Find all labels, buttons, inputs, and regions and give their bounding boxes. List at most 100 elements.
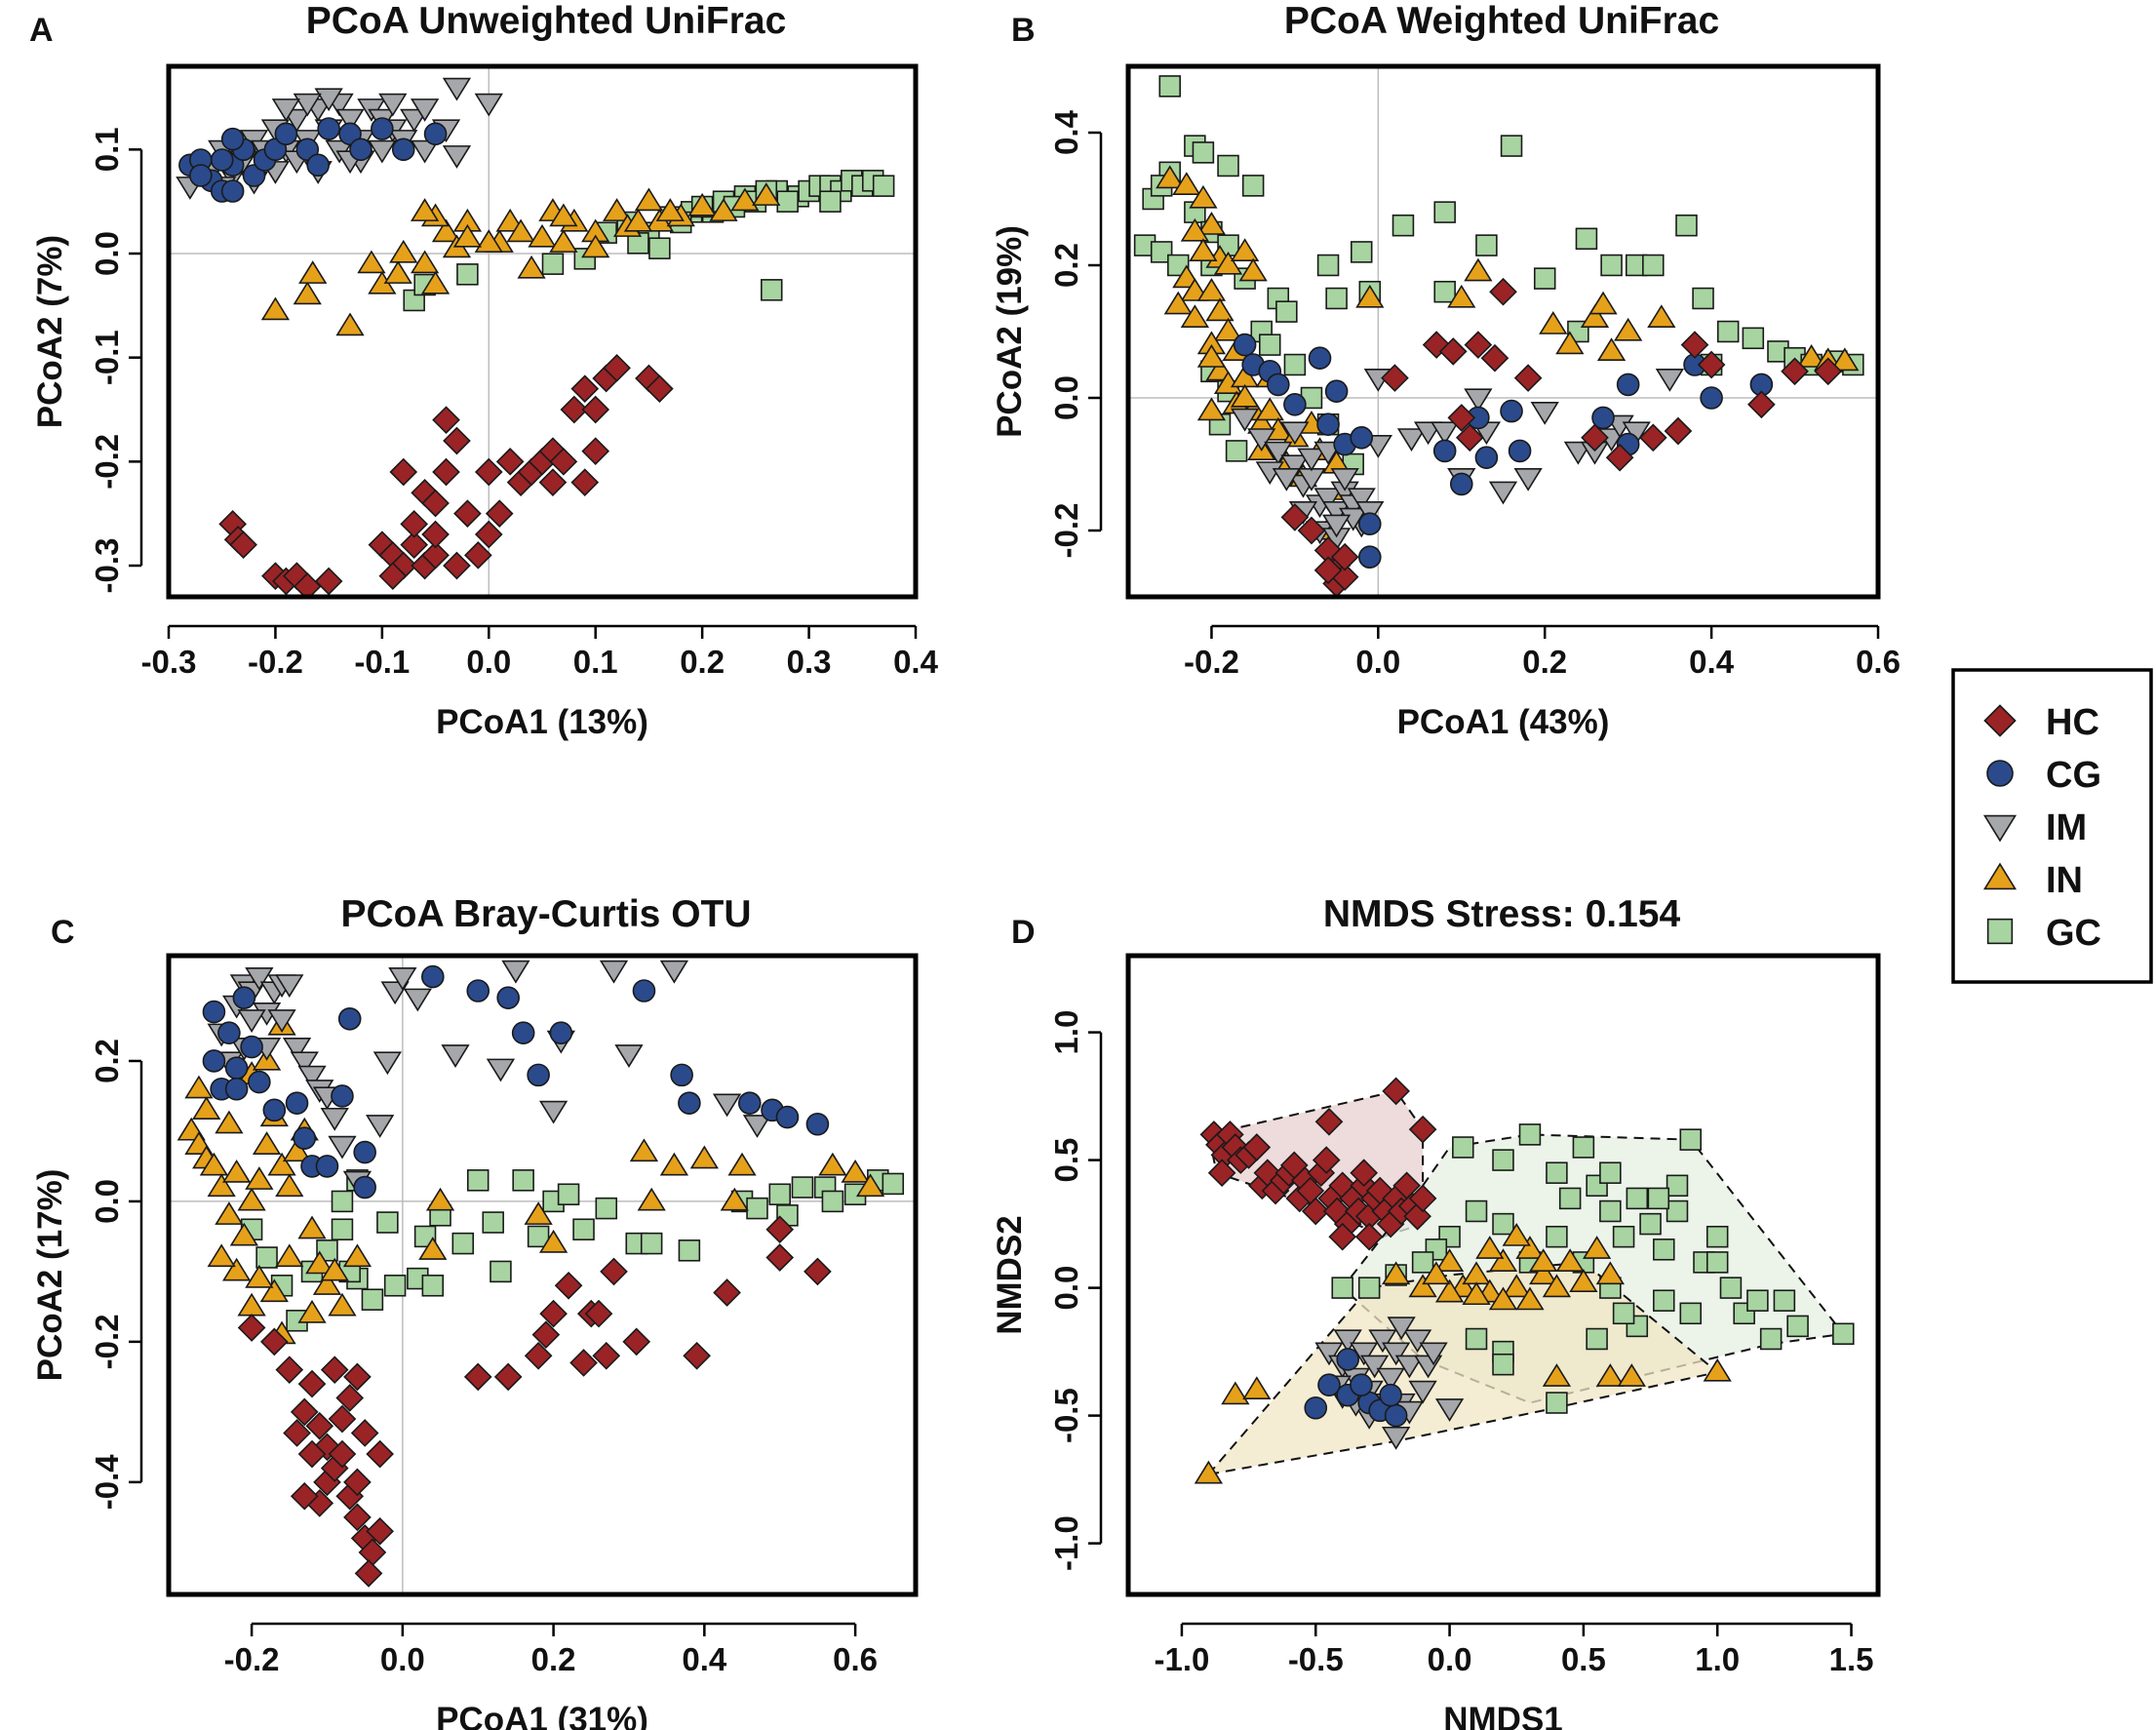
point-in [474,229,503,253]
point-in [538,1229,568,1253]
point-gc [1433,280,1456,303]
point-in [420,270,451,295]
point-cg [232,986,256,1009]
point-in [192,1096,221,1120]
legend-label: IM [2046,807,2087,848]
point-in [1196,278,1227,301]
y-axis-label: PCoA2 (19%) [991,225,1029,438]
point-hc [275,1356,304,1385]
x-tick-label: -0.2 [224,1641,280,1677]
point-hc [305,1411,334,1440]
point-gc [1679,1302,1703,1325]
point-in [222,1257,252,1281]
point-gc [1705,1225,1729,1248]
point-gc [1533,267,1556,290]
point-in [298,260,328,284]
point-hc [354,1559,383,1588]
panel-b: B PCoA Weighted UniFrac -0.2 0.0 0.2 0.4 0.6 PC… [991,0,1901,741]
point-in [517,255,546,279]
legend-item-im: IM [1982,807,2087,848]
square-icon [1986,918,2014,945]
point-im [1402,1329,1432,1354]
point-im [442,145,472,169]
point-in [1830,347,1860,372]
point-gc [819,190,842,213]
x-axis: -0.2 0.0 0.2 0.4 0.6 [1184,624,1901,680]
point-hc [485,499,514,528]
point-gc [527,1225,550,1248]
point-gc [1832,1322,1855,1346]
point-im [1396,428,1427,452]
point-im [1280,421,1310,446]
point-im [1655,368,1685,392]
x-tick-label: -1.0 [1154,1641,1209,1677]
point-in [549,203,578,227]
point-gc [1639,1212,1662,1236]
point-hc [432,457,460,487]
point-in [720,1187,749,1211]
point-hc [592,1341,621,1370]
y-tick-label: -0.1 [89,330,125,385]
point-hc [1280,503,1310,531]
triangle-down-icon [1982,814,2018,843]
point-im [712,1093,742,1118]
point-gc [1586,1327,1608,1351]
point-hc [1403,1201,1431,1231]
point-gc [1350,241,1373,263]
x-axis-label: PCoA1 (43%) [1397,703,1610,741]
point-in [1588,291,1618,315]
point-gc [1746,1289,1769,1312]
point-gc [761,279,783,301]
point-hc [1330,542,1359,571]
x-tick-label: -0.2 [248,644,303,680]
point-im [1368,1329,1397,1354]
point-gc [1705,1251,1729,1274]
point-gc [1742,327,1765,350]
y-tick-label: 1.0 [1048,1010,1084,1055]
point-gc [1192,141,1215,164]
point-cg [274,122,298,146]
point-hc [1489,277,1517,306]
point-in [1555,1248,1585,1272]
point-cg [1336,1348,1360,1371]
point-cg [391,138,415,162]
point-im [378,93,408,117]
point-gc [1786,1315,1809,1338]
point-gc [1572,1136,1595,1159]
point-gc [1558,1187,1582,1210]
point-im [1622,421,1651,446]
point-hc [804,1257,832,1286]
point-im [1247,428,1276,452]
point-hc [495,448,525,476]
point-in [841,1159,870,1183]
point-cg [775,1105,800,1129]
point-gc [640,1232,663,1255]
point-im [1464,388,1493,413]
point-im [372,1051,403,1076]
x-tick-label: -0.5 [1288,1641,1344,1677]
point-gc [1575,227,1598,251]
point-im [1321,514,1352,538]
point-hc [343,1362,372,1392]
point-gc [482,1211,504,1234]
point-im [388,966,417,991]
point-gc [1316,254,1340,277]
point-gc [1692,287,1714,310]
point-in [305,1250,334,1275]
series-in [1156,165,1860,567]
point-hc [1207,1159,1236,1188]
point-im [320,1107,349,1131]
point-im [1360,1355,1390,1379]
y-axis: -0.2 0.0 0.2 0.4 [1048,109,1103,558]
point-cg [306,153,331,177]
point-gc [1492,1149,1514,1171]
point-cg [1432,439,1457,463]
point-cg [1283,392,1307,416]
point-cg [1350,425,1374,450]
point-im [314,88,343,112]
legend-item-cg: CG [1986,755,2101,796]
point-in [727,1152,757,1176]
series-in [1194,1223,1732,1484]
point-cg [338,122,362,146]
point-gc [768,1183,791,1205]
